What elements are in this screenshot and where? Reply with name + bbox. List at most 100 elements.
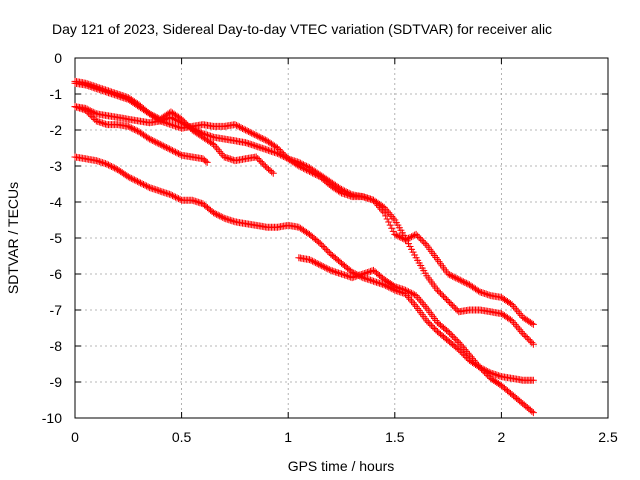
data-point xyxy=(528,319,536,327)
data-point xyxy=(336,184,344,192)
data-point xyxy=(339,271,347,279)
data-point xyxy=(210,140,218,148)
data-point xyxy=(411,301,419,309)
data-point xyxy=(389,227,397,235)
data-point xyxy=(440,292,448,300)
data-point xyxy=(252,131,260,139)
data-point xyxy=(429,323,437,331)
data-point xyxy=(124,173,132,181)
data-point xyxy=(338,270,345,278)
data-point xyxy=(462,279,470,287)
data-point xyxy=(444,328,452,336)
data-point xyxy=(365,195,373,203)
data-point xyxy=(168,192,176,200)
data-point xyxy=(217,213,225,221)
data-point xyxy=(240,125,248,133)
series-arc-5 xyxy=(71,103,211,166)
y-tick-label: -8 xyxy=(50,338,63,354)
data-point xyxy=(488,370,496,378)
data-point xyxy=(264,146,272,154)
data-point xyxy=(481,290,489,298)
series-arc-6 xyxy=(71,77,277,177)
data-point xyxy=(155,140,163,148)
data-point xyxy=(385,209,393,217)
data-point xyxy=(418,299,426,307)
data-point xyxy=(97,119,105,127)
data-point xyxy=(213,144,221,152)
data-point xyxy=(411,231,419,239)
data-point xyxy=(223,154,231,162)
data-point xyxy=(82,79,90,87)
data-point xyxy=(147,184,155,192)
data-point xyxy=(511,320,519,328)
data-point xyxy=(229,217,237,225)
data-point xyxy=(243,139,251,147)
data-point xyxy=(251,142,259,150)
data-point xyxy=(255,156,263,164)
data-point xyxy=(476,364,484,372)
data-point xyxy=(235,123,243,131)
data-point xyxy=(522,332,530,340)
data-point xyxy=(400,286,408,294)
data-point xyxy=(430,325,438,333)
data-point xyxy=(405,288,413,296)
data-point xyxy=(126,174,134,182)
data-point xyxy=(176,195,184,203)
data-point xyxy=(143,182,151,190)
data-point xyxy=(319,242,327,250)
y-tick-label: -10 xyxy=(42,410,62,426)
data-point xyxy=(98,159,106,167)
data-point xyxy=(112,89,120,97)
data-point xyxy=(243,127,251,135)
data-point xyxy=(76,104,84,112)
data-point xyxy=(167,191,175,199)
data-point xyxy=(211,142,219,150)
data-point xyxy=(391,283,399,291)
data-point xyxy=(74,104,82,112)
data-point xyxy=(158,141,166,149)
data-point xyxy=(299,161,307,169)
data-point xyxy=(111,164,119,172)
y-tick-label: -6 xyxy=(50,266,63,282)
data-point xyxy=(146,110,154,118)
data-point xyxy=(251,131,259,139)
data-point xyxy=(242,139,250,147)
data-point xyxy=(333,268,341,276)
data-point xyxy=(441,294,449,302)
data-point xyxy=(395,284,403,292)
data-point xyxy=(165,145,173,153)
data-point xyxy=(403,287,411,295)
data-point xyxy=(447,272,455,280)
data-point xyxy=(336,269,344,277)
data-point xyxy=(153,114,161,122)
data-point xyxy=(173,123,181,131)
data-point xyxy=(159,188,167,196)
data-point xyxy=(324,247,332,255)
data-point xyxy=(263,146,271,154)
data-point xyxy=(152,138,160,146)
data-point xyxy=(153,139,161,147)
data-point xyxy=(149,185,157,193)
data-point xyxy=(473,360,481,368)
data-point xyxy=(475,287,483,295)
data-point xyxy=(286,155,294,163)
data-point xyxy=(481,368,489,376)
data-point xyxy=(417,235,425,243)
data-point xyxy=(436,289,444,297)
data-point xyxy=(245,140,253,148)
data-point xyxy=(86,81,94,89)
data-point xyxy=(92,117,100,125)
data-point xyxy=(272,149,280,157)
data-point xyxy=(342,272,350,280)
data-point xyxy=(529,340,537,348)
data-point xyxy=(412,230,420,238)
data-point xyxy=(455,346,463,354)
data-point xyxy=(435,288,443,296)
data-point xyxy=(444,270,452,278)
x-tick-label: 0 xyxy=(71,429,79,445)
data-point xyxy=(167,146,175,154)
data-point xyxy=(493,371,501,379)
data-point xyxy=(510,302,518,310)
data-point xyxy=(168,121,176,129)
data-point xyxy=(112,165,120,173)
